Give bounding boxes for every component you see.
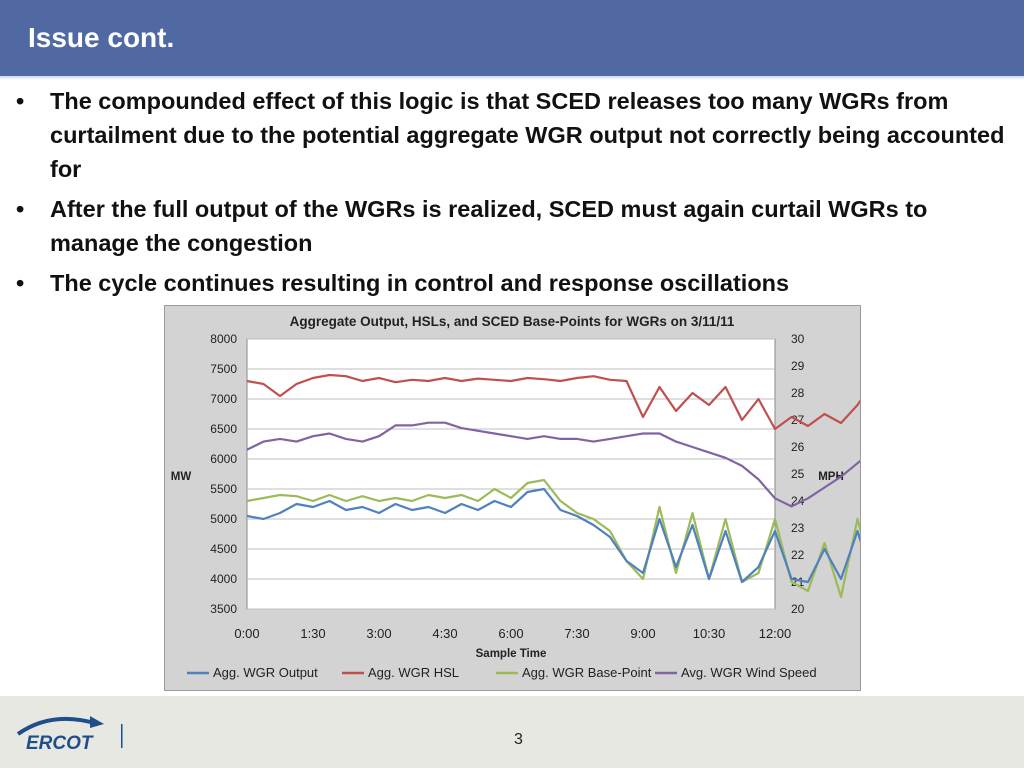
legend-label: Agg. WGR HSL	[368, 665, 459, 680]
x-tick-label: 0:00	[234, 626, 259, 641]
y-tick-label: 4000	[210, 572, 237, 586]
series-line-wind	[246, 421, 860, 508]
x-tick-label: 3:00	[366, 626, 391, 641]
bullet-text: The compounded effect of this logic is t…	[50, 88, 1005, 182]
y2-tick-label: 20	[791, 602, 805, 616]
chart-title: Aggregate Output, HSLs, and SCED Base-Po…	[290, 314, 735, 329]
bullet-dot-icon: •	[16, 270, 25, 296]
bullet-text: The cycle continues resulting in control…	[50, 270, 790, 296]
legend-label: Agg. WGR Base-Point	[522, 665, 652, 680]
plot-area	[246, 338, 776, 610]
y-tick-label: 4500	[210, 542, 237, 556]
x-tick-label: 1:30	[300, 626, 325, 641]
y-tick-label: 5000	[210, 512, 237, 526]
series-line-hsl	[246, 373, 860, 431]
bullet-list: • The compounded effect of this logic is …	[10, 84, 1015, 306]
slide-title: Issue cont.	[28, 22, 175, 53]
bullet-dot-icon: •	[16, 196, 25, 222]
x-tick-label: 6:00	[498, 626, 523, 641]
y2-tick-label: 23	[791, 521, 805, 535]
x-tick-label: 12:00	[759, 626, 792, 641]
y2-tick-label: 22	[791, 548, 805, 562]
x-tick-label: 7:30	[564, 626, 589, 641]
x-tick-label: 9:00	[630, 626, 655, 641]
y2-tick-label: 26	[791, 440, 805, 454]
x-axis-label: Sample Time	[476, 648, 547, 660]
y-tick-label: 8000	[210, 332, 237, 346]
x-tick-label: 4:30	[432, 626, 457, 641]
page-number: 3	[514, 731, 523, 748]
y-tick-label: 6000	[210, 452, 237, 466]
legend-label: Agg. WGR Output	[213, 665, 318, 680]
bullet-text: After the full output of the WGRs is rea…	[50, 196, 928, 256]
y2-tick-label: 25	[791, 467, 805, 481]
bullet-item: • After the full output of the WGRs is re…	[10, 192, 1015, 260]
footer-bar	[0, 696, 1024, 768]
bullet-item: • The cycle continues resulting in contro…	[10, 266, 1015, 300]
x-tick-label: 10:30	[693, 626, 726, 641]
ercot-logo: ERCOT	[16, 716, 123, 754]
y-tick-label: 6500	[210, 422, 237, 436]
y-axis-label: MW	[171, 471, 192, 483]
bullet-item: • The compounded effect of this logic is …	[10, 84, 1015, 186]
series-line-output	[246, 487, 860, 584]
title-bar	[0, 0, 1024, 76]
y2-tick-label: 30	[791, 332, 805, 346]
y-tick-label: 3500	[210, 602, 237, 616]
title-bar-shadow	[0, 76, 1024, 80]
logo-text: ERCOT	[26, 733, 94, 754]
y-tick-label: 5500	[210, 482, 237, 496]
y-tick-label: 7000	[210, 392, 237, 406]
chart-container: 3500 4000 4500 5000 5500 6000 6500 7000 7500 8000…	[164, 305, 861, 691]
y2-tick-label: 29	[791, 359, 805, 373]
line-chart: 3500 4000 4500 5000 5500 6000 6500 7000 7500 8000…	[171, 314, 860, 680]
bullet-dot-icon: •	[16, 88, 25, 114]
legend-label: Avg. WGR Wind Speed	[681, 665, 817, 680]
series-line-basepoint	[246, 478, 860, 599]
y-tick-label: 7500	[210, 362, 237, 376]
y2-tick-label: 28	[791, 386, 805, 400]
footer-divider	[0, 694, 1024, 696]
